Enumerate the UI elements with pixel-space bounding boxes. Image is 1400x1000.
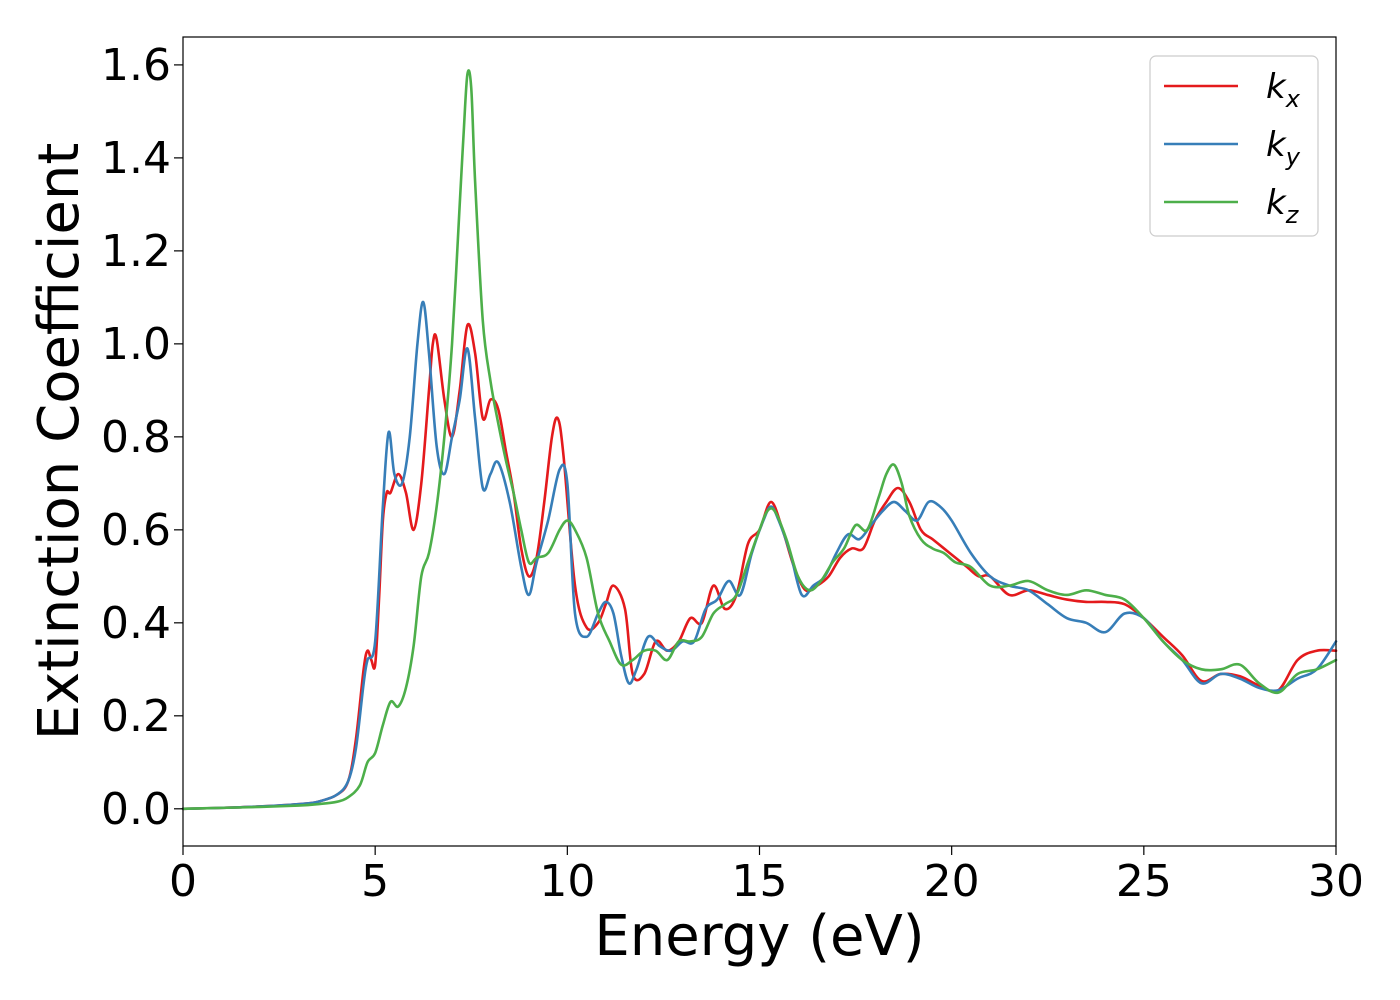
series-line-ky [181, 300, 1338, 811]
legend-label-kx: kx [1266, 67, 1301, 113]
x-tick-label: 5 [361, 856, 389, 907]
y-tick-label: 1.4 [101, 133, 171, 184]
y-tick-label: 1.6 [101, 40, 171, 91]
series-line-kz [181, 69, 1338, 811]
y-tick-label: 0.4 [101, 598, 171, 649]
y-axis-title: Extinction Coefficient [27, 143, 92, 741]
y-axis-ticks: 0.0 0.2 0.4 0.6 0.8 1.0 1.2 1.4 1.6 [101, 40, 183, 835]
x-axis-title: Energy (eV) [594, 904, 924, 969]
legend-box [1149, 55, 1319, 237]
x-tick-label: 30 [1308, 856, 1364, 907]
series-lines [181, 69, 1338, 811]
y-tick-label: 0.8 [101, 412, 171, 463]
x-tick-label: 20 [924, 856, 980, 907]
legend: kx ky kz [1149, 55, 1319, 237]
x-tick-label: 25 [1116, 856, 1172, 907]
y-tick-label: 1.2 [101, 226, 171, 277]
x-tick-label: 15 [732, 856, 788, 907]
y-tick-label: 1.0 [101, 319, 171, 370]
x-axis-ticks: 0 5 10 15 20 25 30 [169, 846, 1364, 907]
legend-label-kz: kz [1266, 183, 1300, 229]
x-tick-label: 10 [539, 856, 595, 907]
x-tick-label: 0 [169, 856, 197, 907]
y-tick-label: 0.6 [101, 505, 171, 556]
y-tick-label: 0.2 [101, 691, 171, 742]
y-tick-label: 0.0 [101, 784, 171, 835]
legend-label-ky: ky [1266, 125, 1301, 171]
